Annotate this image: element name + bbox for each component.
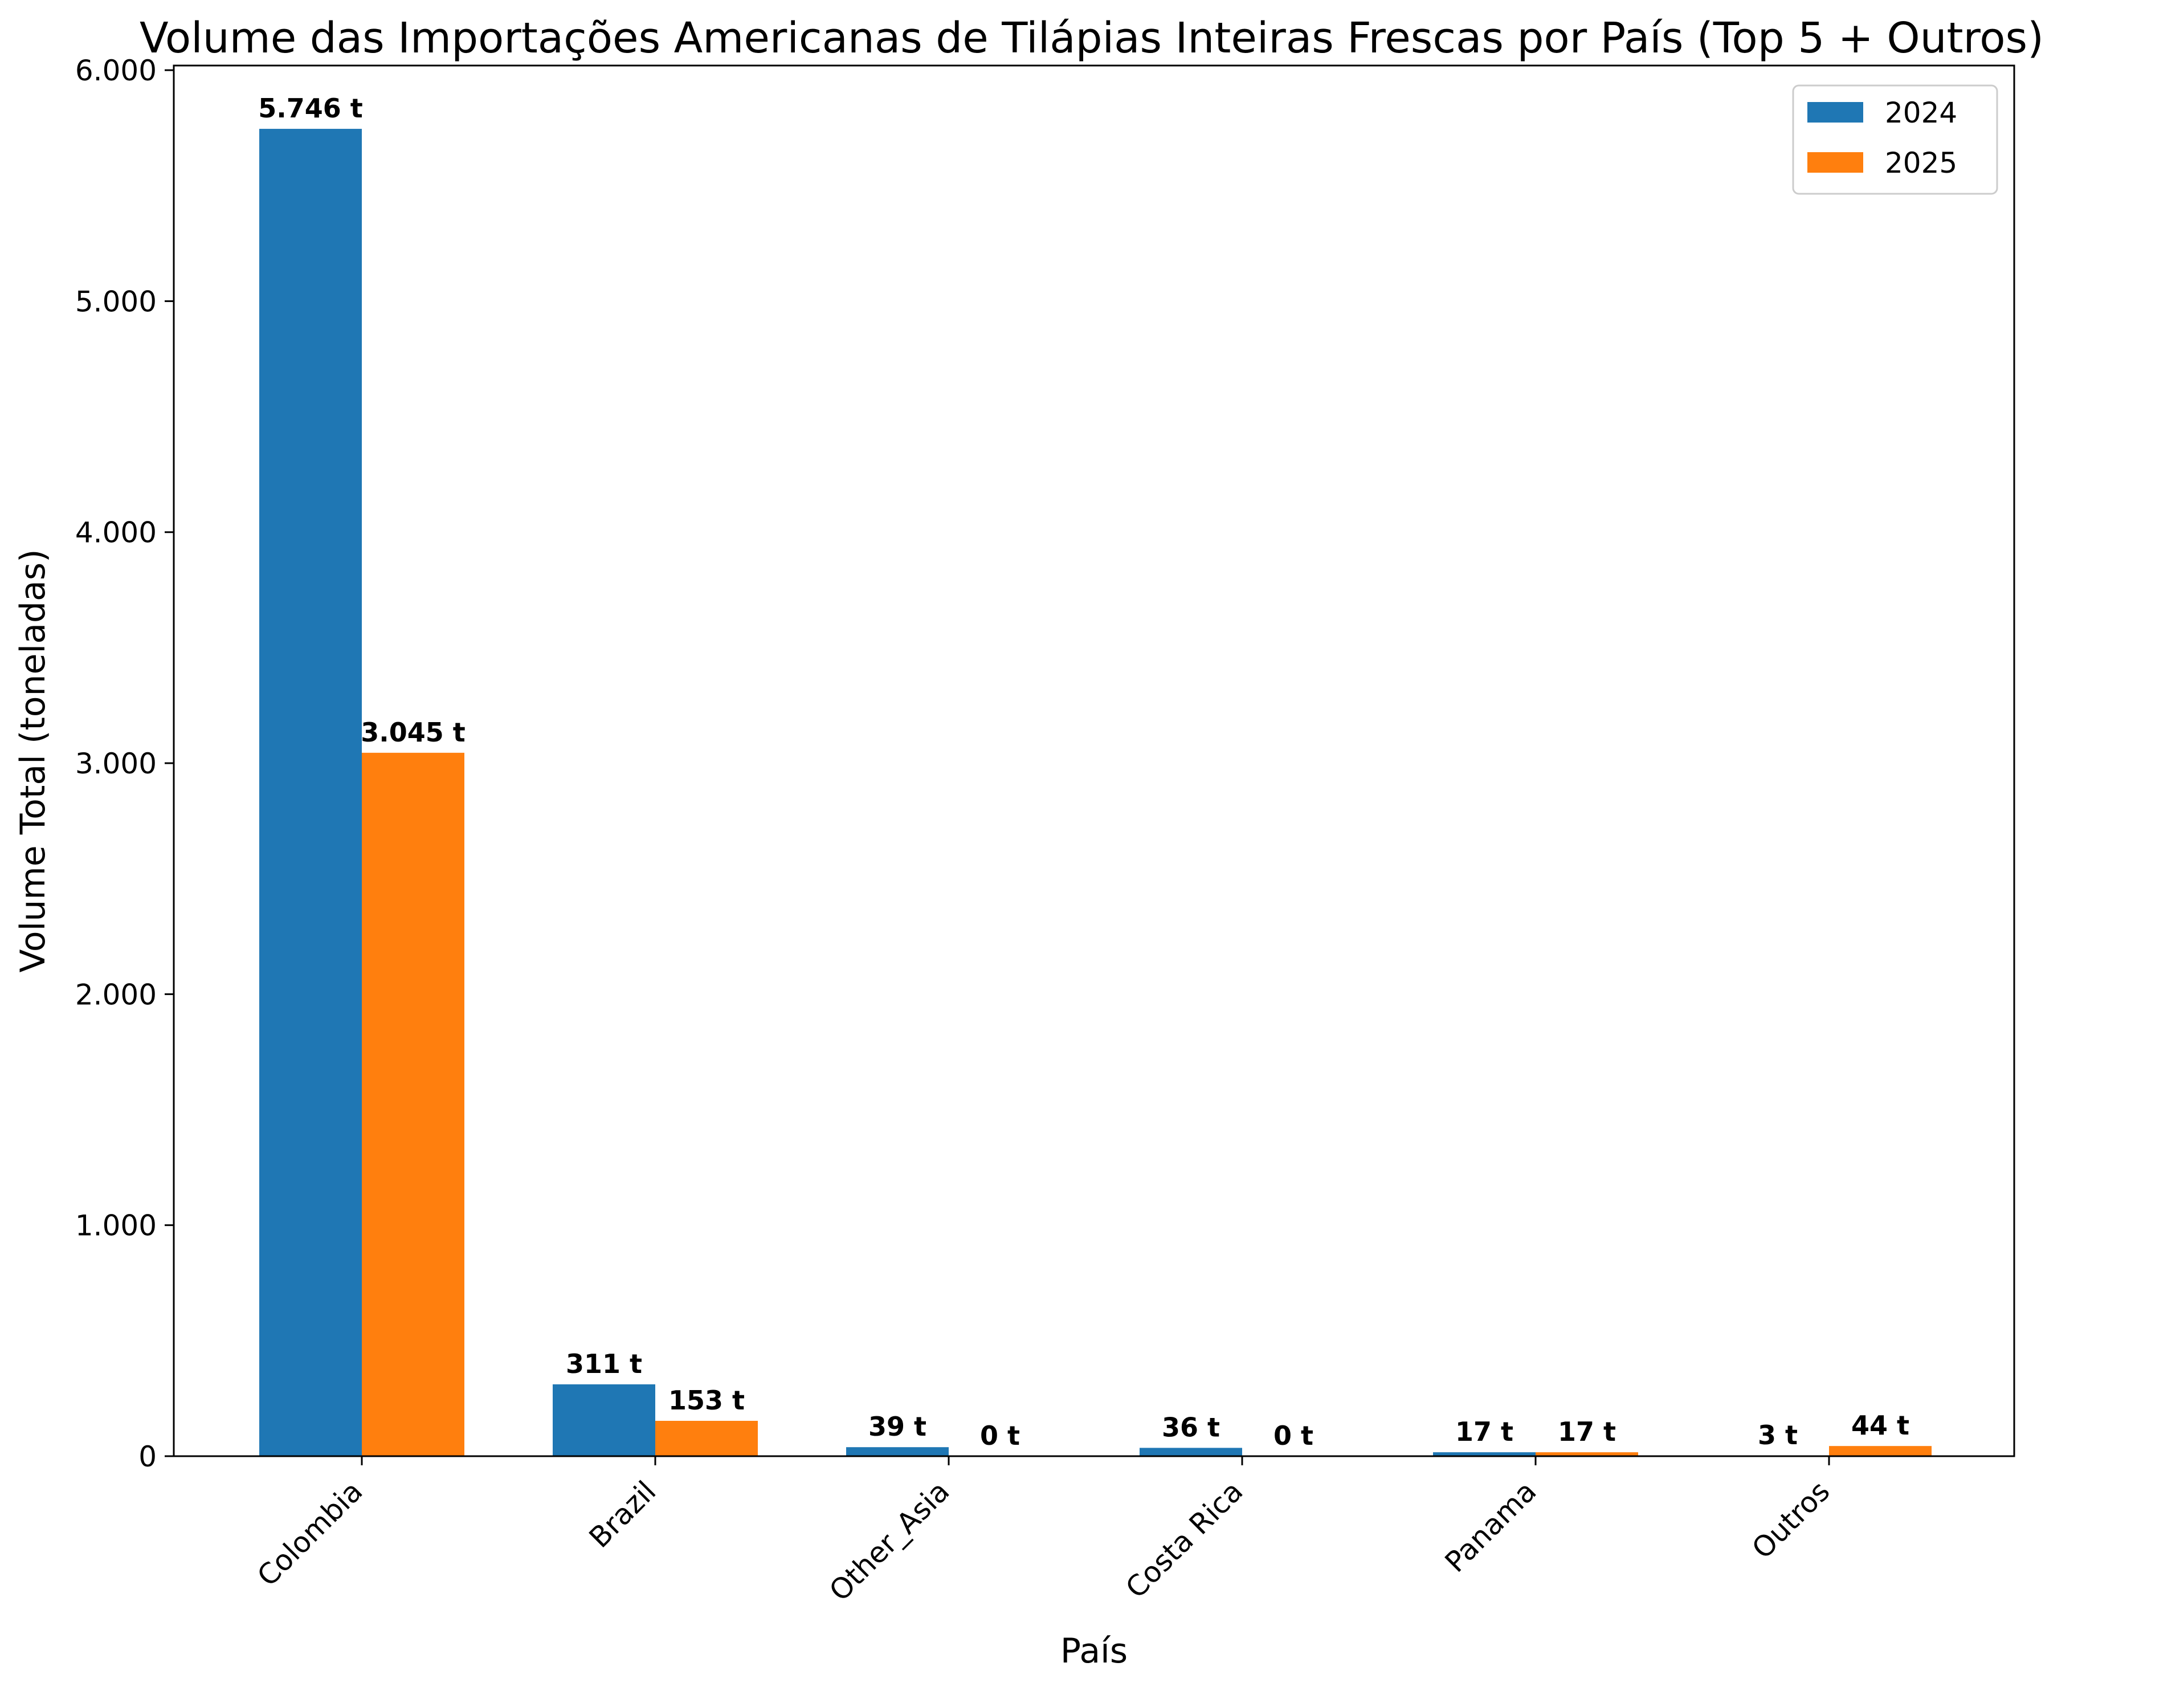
legend: 2024 2025 bbox=[1792, 84, 1998, 195]
bar-2024-3 bbox=[1140, 1448, 1242, 1456]
data-label-2025-0: 3.045 t bbox=[361, 717, 466, 748]
legend-swatch-2024 bbox=[1807, 102, 1863, 123]
data-label-2025-5: 44 t bbox=[1851, 1410, 1909, 1441]
data-label-2024-2: 39 t bbox=[868, 1411, 926, 1442]
x-axis-label: País bbox=[1060, 1631, 1128, 1671]
data-label-2025-4: 17 t bbox=[1558, 1416, 1616, 1447]
bar-2025-5 bbox=[1829, 1446, 1932, 1456]
data-label-2024-0: 5.746 t bbox=[258, 93, 363, 124]
plot-frame bbox=[173, 64, 2015, 1457]
data-label-2024-1: 311 t bbox=[566, 1348, 642, 1379]
y-tick-label: 3.000 bbox=[75, 747, 157, 780]
bar-2024-4 bbox=[1433, 1452, 1536, 1456]
data-label-2024-4: 17 t bbox=[1455, 1416, 1513, 1447]
legend-label-2024: 2024 bbox=[1885, 96, 1957, 129]
y-tick-label: 5.000 bbox=[75, 285, 157, 318]
bar-2025-4 bbox=[1536, 1452, 1638, 1456]
bar-2025-0 bbox=[362, 752, 464, 1456]
data-label-2025-1: 153 t bbox=[668, 1385, 745, 1416]
chart-title: Volume das Importações Americanas de Til… bbox=[140, 14, 2044, 63]
legend-label-2025: 2025 bbox=[1885, 146, 1957, 180]
y-tick-label: 2.000 bbox=[75, 978, 157, 1011]
bar-2024-2 bbox=[846, 1447, 949, 1456]
data-label-2024-5: 3 t bbox=[1758, 1420, 1798, 1450]
y-tick-label: 0 bbox=[138, 1440, 157, 1473]
data-label-2025-2: 0 t bbox=[980, 1420, 1020, 1451]
y-tick-label: 4.000 bbox=[75, 516, 157, 549]
data-label-2024-3: 36 t bbox=[1162, 1412, 1220, 1442]
bar-2025-1 bbox=[655, 1420, 758, 1456]
plot-area: 5.746 t 3.045 t 311 t 153 t 39 t 0 t 36 t 0 t 17… bbox=[258, 93, 1932, 1457]
legend-swatch-2025 bbox=[1807, 152, 1863, 173]
y-tick-label: 6.000 bbox=[75, 54, 157, 87]
bar-2024-1 bbox=[553, 1384, 655, 1456]
bar-2024-0 bbox=[259, 129, 362, 1457]
y-axis-label: Volume Total (toneladas) bbox=[13, 549, 53, 973]
y-tick-label: 1.000 bbox=[75, 1209, 157, 1242]
data-label-2025-3: 0 t bbox=[1273, 1420, 1313, 1451]
